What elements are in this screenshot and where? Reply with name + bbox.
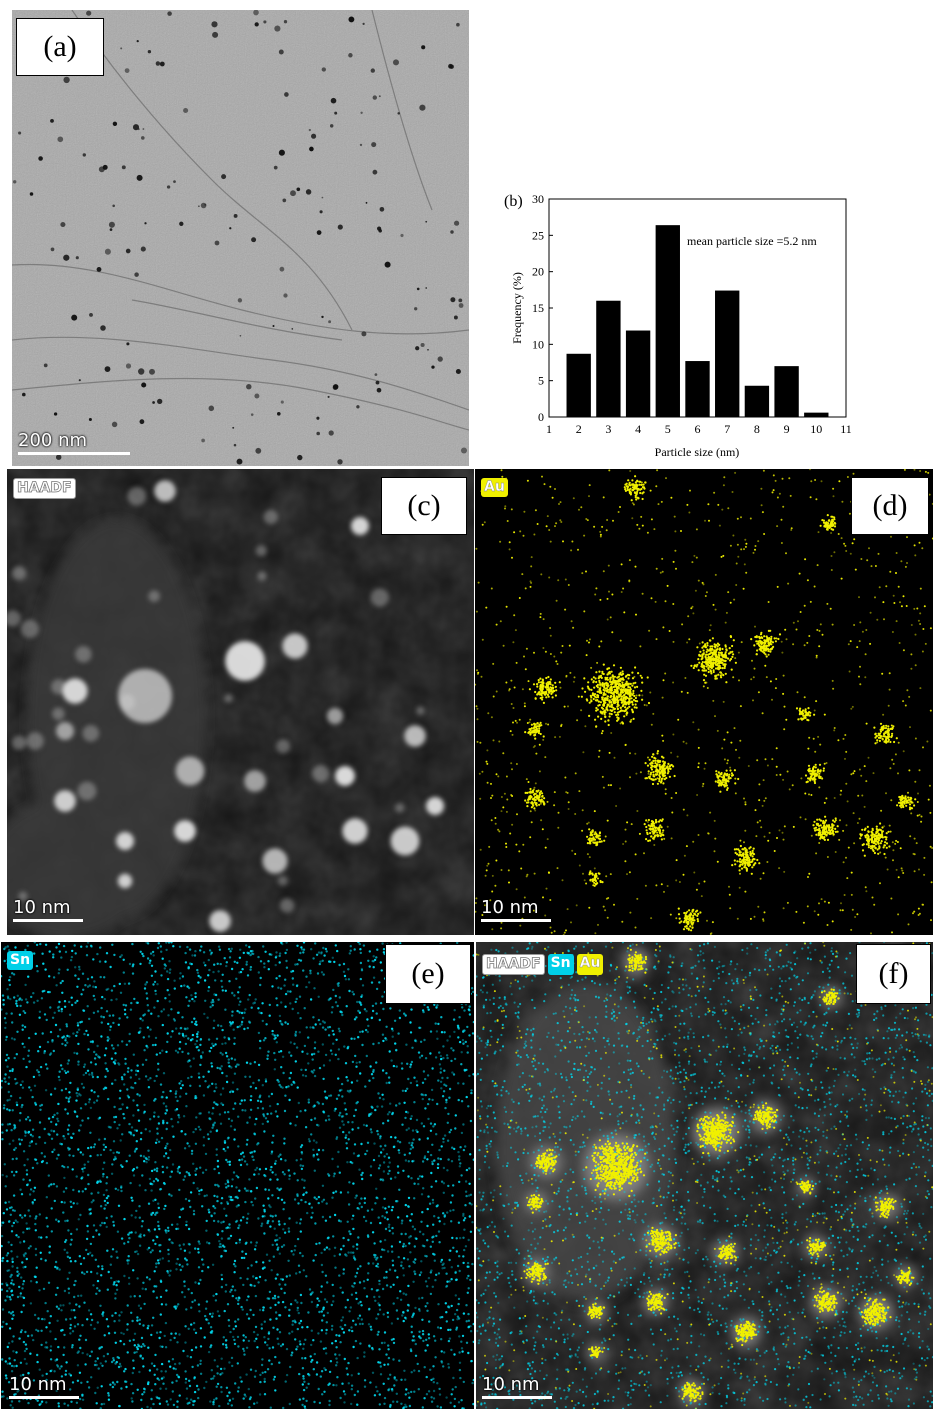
panel-label-text: (a) [43,30,77,63]
y-tick-label: 25 [532,228,544,242]
panel-label: (c) [381,477,467,535]
panel-d-au-map: Au (d) 10 nm [475,469,933,935]
scale-bar: 10 nm [9,1374,79,1399]
panel-a-tem-image: (a) 200 nm [12,10,469,466]
sn-map-graphic [1,942,474,1409]
tag-row: HAADF [13,478,76,499]
bar-2 [566,353,591,417]
bar-6 [685,361,710,417]
y-tick-label: 20 [532,265,544,279]
bar-5 [655,225,680,417]
tag-row: Au [481,478,508,497]
x-tick-label: 10 [810,422,822,436]
au-tag: Au [576,954,604,975]
panel-label-text: (d) [872,489,908,522]
x-axis-label: Particle size (nm) [655,445,740,459]
scale-bar-text: 10 nm [13,897,71,918]
tag-row: HAADF Sn Au [482,954,604,975]
y-tick-label: 10 [532,337,544,351]
panel-label-text: (f) [878,957,909,990]
y-axis-label: Frequency (%) [510,272,524,344]
y-tick-label: 0 [538,410,544,424]
panel-label: (d) [851,477,929,535]
tem-image-graphic [12,10,469,466]
y-tick-label: 30 [532,192,544,206]
au-tag: Au [481,478,508,497]
haadf-tag: HAADF [13,478,76,499]
scale-bar-line [9,1396,79,1399]
sn-tag: Sn [547,954,574,975]
histogram-chart: (b) 1 2 3 4 5 6 7 8 9 10 11 0 5 10 15 20 25 30 mean part… [504,192,852,459]
panel-label-text: (e) [411,957,445,990]
panel-f-overlay: HAADF Sn Au (f) 10 nm [476,942,933,1409]
panel-label: (f) [856,944,931,1004]
scale-bar-line [482,1396,552,1399]
bar-9 [774,366,799,417]
x-tick-label: 8 [754,422,760,436]
y-tick-label: 15 [532,301,544,315]
panel-c-haadf: HAADF (c) 10 nm [7,469,474,935]
scale-bar-text: 10 nm [9,1374,67,1395]
haadf-tag: HAADF [482,954,545,975]
haadf-image-graphic [7,469,474,935]
bar-4 [625,330,651,417]
panel-label: (a) [16,18,104,76]
x-tick-label: 5 [665,422,671,436]
scale-bar: 10 nm [13,897,83,922]
x-tick-label: 2 [576,422,582,436]
x-tick-label: 1 [546,422,552,436]
panel-b-histogram: (b) 1 2 3 4 5 6 7 8 9 10 11 0 5 10 15 20 25 30 mean part… [480,185,930,465]
sn-tag: Sn [7,951,34,970]
scale-bar: 200 nm [18,430,130,455]
panel-label: (e) [385,944,471,1004]
bar-8 [744,385,770,417]
mean-annotation: mean particle size =5.2 nm [687,234,817,248]
panel-e-sn-map: Sn (e) 10 nm [1,942,474,1409]
panel-b-label: (b) [504,193,523,210]
x-tick-label: 3 [605,422,611,436]
x-tick-label: 9 [784,422,790,436]
bar-3 [596,300,621,417]
panel-label-text: (c) [407,489,441,522]
scale-bar-text: 200 nm [18,430,88,451]
scale-bar-line [18,452,130,455]
tag-row: Sn [7,951,34,970]
scale-bar: 10 nm [481,897,551,922]
overlay-map-graphic [476,942,933,1409]
scale-bar-line [13,919,83,922]
x-tick-label: 11 [840,422,852,436]
x-tick-label: 7 [724,422,730,436]
scale-bar: 10 nm [482,1374,552,1399]
x-tick-label: 4 [635,422,641,436]
scale-bar-text: 10 nm [481,897,539,918]
bar-7 [715,290,740,417]
scale-bar-line [481,919,551,922]
x-tick-label: 6 [695,422,701,436]
au-map-graphic [475,469,933,935]
scale-bar-text: 10 nm [482,1374,540,1395]
y-tick-label: 5 [538,374,544,388]
